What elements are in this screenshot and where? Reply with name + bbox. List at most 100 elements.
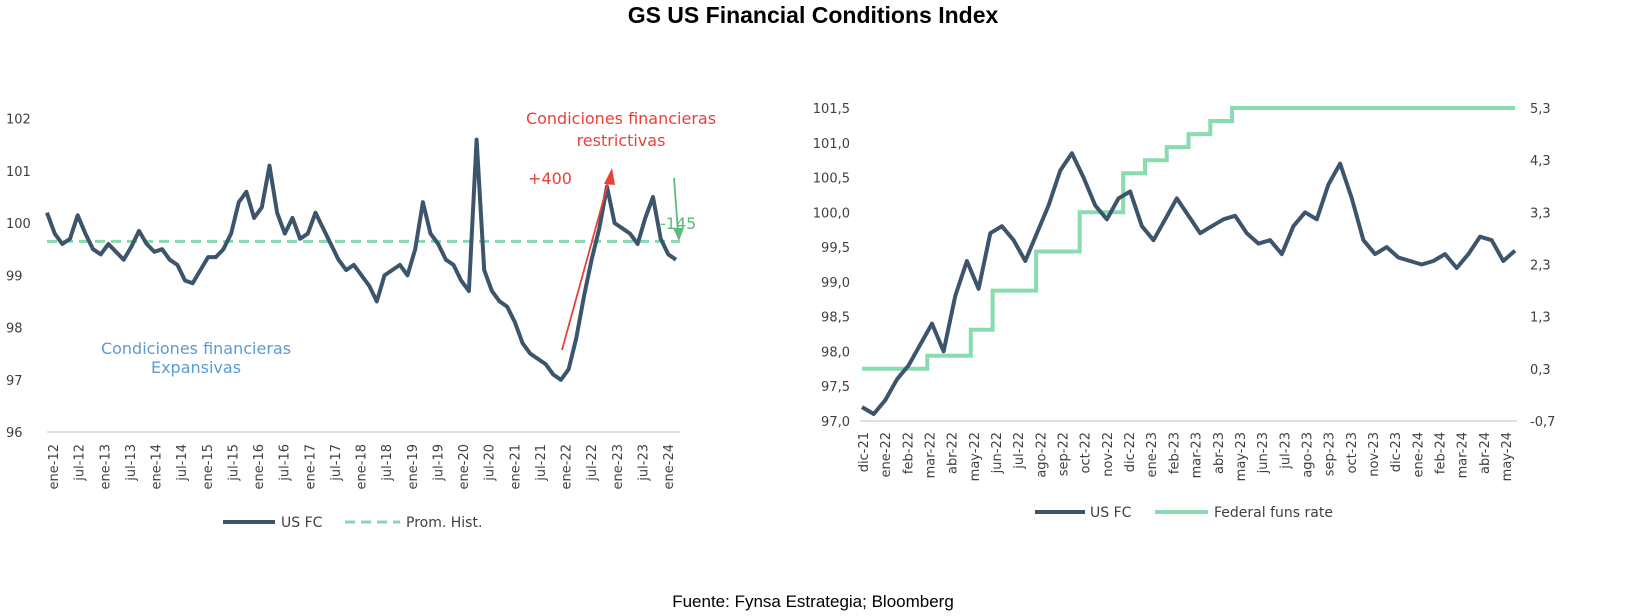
right-x-axis: dic-21 ene-22 feb-22 mar-22 abr-22 may-22 jun-… bbox=[857, 432, 1515, 481]
right-x-tick-label: ago-22 bbox=[1034, 432, 1049, 478]
left-x-tick-label: ene-16 bbox=[252, 444, 267, 489]
left-x-tick-label: jul-23 bbox=[636, 444, 651, 482]
right-chart-left-y-axis: 97,0 97,5 98,0 98,5 99,0 99,5 100,0 100,5 101,0 1… bbox=[813, 102, 850, 430]
right-x-tick-label: dic-22 bbox=[1123, 432, 1138, 472]
left-x-tick-label: ene-14 bbox=[150, 444, 165, 489]
left-y-tick-label: 97 bbox=[6, 374, 23, 389]
right-x-tick-label: ene-23 bbox=[1145, 432, 1160, 477]
right-x-tick-label: mar-24 bbox=[1456, 432, 1471, 478]
left-x-axis: ene-12 jul-12 ene-13 jul-13 ene-14 jul-14 ene-… bbox=[47, 444, 677, 489]
page-title: GS US Financial Conditions Index bbox=[627, 2, 999, 28]
right-x-tick-label: nov-23 bbox=[1367, 432, 1382, 477]
left-x-tick-label: ene-15 bbox=[201, 444, 216, 489]
left-x-tick-label: jul-12 bbox=[73, 444, 88, 482]
right-chart-right-y-axis: -0,7 0,3 1,3 2,3 3,3 4,3 5,3 bbox=[1530, 102, 1555, 430]
right-right-y-tick-label: 1,3 bbox=[1530, 311, 1551, 326]
left-x-tick-label: jul-17 bbox=[329, 444, 344, 482]
fed-funds-rate-line bbox=[862, 106, 1515, 371]
annotation-minus-145: -145 bbox=[660, 214, 696, 233]
left-y-tick-label: 102 bbox=[6, 113, 31, 128]
right-left-y-tick-label: 101,5 bbox=[813, 102, 850, 117]
right-left-y-tick-label: 98,0 bbox=[821, 345, 850, 360]
legend-label-us-fc-left: US FC bbox=[281, 515, 323, 531]
right-x-tick-label: jun-22 bbox=[990, 432, 1005, 474]
right-x-tick-label: ene-22 bbox=[879, 432, 894, 477]
left-x-tick-label: ene-23 bbox=[611, 444, 626, 489]
left-x-tick-label: jul-13 bbox=[124, 444, 139, 482]
right-left-y-tick-label: 99,5 bbox=[821, 241, 850, 256]
left-legend: US FC Prom. Hist. bbox=[223, 515, 482, 531]
us-fc-line-right bbox=[860, 151, 1517, 416]
right-left-y-tick-label: 97,0 bbox=[821, 415, 850, 430]
right-x-tick-label: nov-22 bbox=[1101, 432, 1116, 477]
right-x-tick-label: oct-23 bbox=[1345, 432, 1360, 473]
left-chart: 96 97 98 99 100 101 102 ene-12 jul-12 ene-13 jul-… bbox=[6, 109, 716, 531]
right-legend: US FC Federal funs rate bbox=[1035, 505, 1333, 521]
right-x-tick-label: feb-24 bbox=[1433, 432, 1448, 474]
right-x-tick-label: feb-22 bbox=[901, 432, 916, 474]
left-x-tick-label: ene-19 bbox=[406, 444, 421, 489]
right-left-y-tick-label: 100,5 bbox=[813, 172, 850, 187]
source-note: Fuente: Fynsa Estrategia; Bloomberg bbox=[672, 592, 954, 611]
right-right-y-tick-label: 5,3 bbox=[1530, 102, 1551, 117]
left-x-tick-label: ene-22 bbox=[560, 444, 575, 489]
legend-label-fed-funds: Federal funs rate bbox=[1214, 505, 1333, 521]
left-x-tick-label: ene-13 bbox=[98, 444, 113, 489]
expansive-arrow bbox=[673, 177, 679, 233]
right-right-y-tick-label: 2,3 bbox=[1530, 259, 1551, 274]
left-x-tick-label: jul-19 bbox=[431, 444, 446, 482]
right-right-y-tick-label: 4,3 bbox=[1530, 154, 1551, 169]
expansive-arrowhead bbox=[673, 228, 684, 241]
annotation-expansive-1: Condiciones financieras bbox=[101, 339, 291, 358]
right-x-tick-label: dic-23 bbox=[1389, 432, 1404, 472]
left-y-axis: 96 97 98 99 100 101 102 bbox=[6, 113, 31, 441]
left-y-tick-label: 99 bbox=[6, 269, 23, 284]
legend-label-prom-hist: Prom. Hist. bbox=[406, 515, 482, 531]
right-x-tick-label: may-23 bbox=[1234, 432, 1249, 481]
left-x-tick-label: jul-18 bbox=[380, 444, 395, 482]
right-right-y-tick-label: 3,3 bbox=[1530, 206, 1551, 221]
left-x-tick-label: ene-12 bbox=[47, 444, 62, 489]
right-x-tick-label: jul-23 bbox=[1278, 432, 1293, 470]
left-x-tick-label: ene-20 bbox=[457, 444, 472, 489]
left-x-tick-label: ene-18 bbox=[355, 444, 370, 489]
right-x-tick-label: jul-22 bbox=[1012, 432, 1027, 470]
annotation-restrictive-2: restrictivas bbox=[577, 131, 666, 150]
right-x-tick-label: abr-24 bbox=[1478, 432, 1493, 474]
left-x-tick-label: ene-21 bbox=[508, 444, 523, 489]
restrictive-arrow bbox=[561, 175, 611, 351]
left-y-tick-label: 96 bbox=[6, 426, 23, 441]
right-x-tick-label: mar-23 bbox=[1190, 432, 1205, 478]
right-x-tick-label: ago-23 bbox=[1300, 432, 1315, 478]
right-x-tick-label: sep-22 bbox=[1057, 432, 1072, 476]
restrictive-arrowhead bbox=[604, 168, 615, 185]
left-x-tick-label: jul-16 bbox=[278, 444, 293, 482]
right-x-tick-label: dic-21 bbox=[857, 432, 872, 472]
right-left-y-tick-label: 100,0 bbox=[813, 206, 850, 221]
right-x-tick-label: oct-22 bbox=[1079, 432, 1094, 473]
right-left-y-tick-label: 99,0 bbox=[821, 276, 850, 291]
annotation-plus-400: +400 bbox=[528, 169, 572, 188]
right-x-tick-label: jun-23 bbox=[1256, 432, 1271, 474]
left-y-tick-label: 98 bbox=[6, 322, 23, 337]
right-chart: 97,0 97,5 98,0 98,5 99,0 99,5 100,0 100,5 101,0 1… bbox=[813, 102, 1556, 521]
right-x-tick-label: feb-23 bbox=[1167, 432, 1182, 474]
us-fc-line-left bbox=[45, 137, 678, 382]
right-left-y-tick-label: 101,0 bbox=[813, 137, 850, 152]
annotation-expansive-2: Expansivas bbox=[151, 358, 241, 377]
annotation-restrictive-1: Condiciones financieras bbox=[526, 109, 716, 128]
right-left-y-tick-label: 98,5 bbox=[821, 311, 850, 326]
right-x-tick-label: may-22 bbox=[968, 432, 983, 481]
left-x-tick-label: jul-21 bbox=[534, 444, 549, 482]
left-x-tick-label: ene-17 bbox=[303, 444, 318, 489]
right-x-tick-label: sep-23 bbox=[1323, 432, 1338, 476]
right-right-y-tick-label: 0,3 bbox=[1530, 363, 1551, 378]
right-x-tick-label: ene-24 bbox=[1411, 432, 1426, 477]
right-x-tick-label: abr-22 bbox=[946, 432, 961, 474]
left-x-tick-label: jul-20 bbox=[483, 444, 498, 482]
right-x-tick-label: mar-22 bbox=[924, 432, 939, 478]
right-right-y-tick-label: -0,7 bbox=[1530, 415, 1555, 430]
left-x-tick-label: jul-15 bbox=[226, 444, 241, 482]
left-y-tick-label: 101 bbox=[6, 165, 31, 180]
